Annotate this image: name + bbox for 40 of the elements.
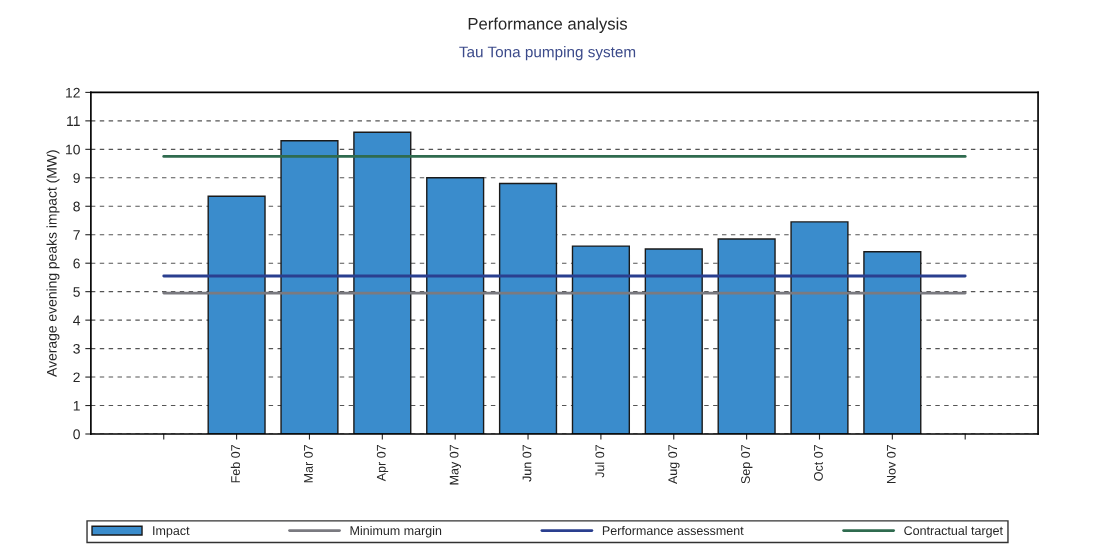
y-tick-label: 8 (73, 201, 80, 212)
x-tick-label: Feb 07 (230, 445, 240, 483)
y-tick-label: 7 (73, 230, 80, 240)
y-tick-label: 4 (73, 315, 81, 326)
x-tick-label: Jul 07 (595, 445, 605, 478)
legend-label: Contractual target (904, 525, 1003, 538)
bar (353, 131, 412, 434)
bar (426, 177, 485, 434)
bar (498, 182, 558, 434)
legend-label: Performance assessment (602, 525, 744, 536)
x-tick-label: Jun 07 (522, 445, 532, 482)
y-tick-label: 2 (73, 372, 80, 383)
bar (571, 245, 631, 434)
x-tick-label: Mar 07 (303, 445, 313, 483)
y-axis-title: Average evening peaks impact (MW) (46, 150, 60, 377)
bar (644, 248, 703, 434)
x-tick-label: Sep 07 (741, 445, 753, 484)
y-tick-label: 0 (73, 429, 80, 440)
bar (863, 251, 922, 434)
y-tick-label: 3 (73, 343, 80, 354)
y-tick-label: 12 (66, 87, 80, 98)
x-tick-label: Aug 07 (668, 445, 680, 485)
chart-subtitle: Tau Tona pumping system (459, 46, 636, 61)
bar (717, 238, 776, 434)
y-tick-label: 5 (73, 287, 80, 297)
x-tick-label: Nov 07 (886, 445, 896, 483)
bar (280, 140, 339, 434)
y-tick-label: 1 (73, 401, 80, 411)
legend-label: Impact (153, 526, 190, 538)
y-tick-label: 6 (73, 258, 80, 269)
bar (207, 195, 266, 434)
y-tick-label: 11 (67, 116, 80, 126)
chart-title: Performance analysis (468, 17, 628, 33)
legend-label: Minimum margin (350, 525, 442, 538)
y-tick-label: 9 (73, 173, 80, 183)
x-tick-label: May 07 (449, 445, 462, 485)
bar (790, 221, 849, 434)
y-tick-label: 10 (66, 144, 80, 155)
x-tick-label: Oct 07 (813, 445, 823, 481)
x-tick-label: Apr 07 (376, 445, 389, 482)
